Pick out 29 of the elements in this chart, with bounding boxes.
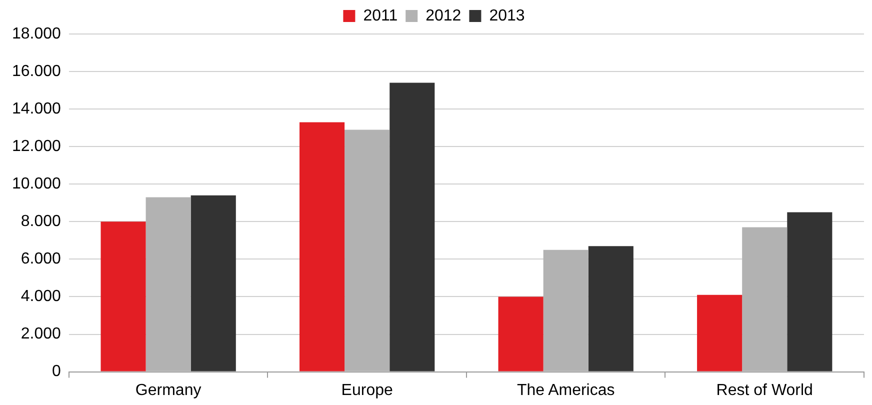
y-tick-label: 18.000 (12, 25, 62, 42)
x-tick-label: Germany (135, 382, 202, 399)
bar (390, 82, 435, 372)
y-tick-label: 8.000 (20, 213, 62, 230)
bar (190, 195, 236, 372)
bar (588, 246, 634, 372)
legend-label: 2013 (489, 7, 525, 24)
x-tick-label: The Americas (516, 382, 615, 399)
y-tick-label: 14.000 (12, 100, 62, 118)
bar (787, 212, 832, 372)
bar (146, 197, 191, 372)
y-tick-label: 6.000 (20, 250, 62, 268)
x-tick-label: Europe (341, 382, 393, 399)
bar (697, 294, 742, 372)
bar (100, 222, 146, 372)
y-tick-label: 16.000 (12, 62, 62, 80)
bar (300, 122, 345, 372)
bar (498, 296, 544, 372)
y-tick-label: 2.000 (20, 326, 62, 343)
bar (742, 227, 788, 372)
legend-label: 2011 (363, 7, 398, 24)
y-tick-label: 0 (52, 363, 62, 380)
bar (344, 130, 390, 372)
y-tick-label: 10.000 (12, 176, 62, 193)
y-tick-label: 4.000 (20, 288, 62, 306)
y-tick-label: 12.000 (12, 138, 62, 156)
x-tick-label: Rest of World (716, 382, 813, 399)
legend-label: 2012 (426, 7, 462, 24)
bar (543, 250, 588, 372)
